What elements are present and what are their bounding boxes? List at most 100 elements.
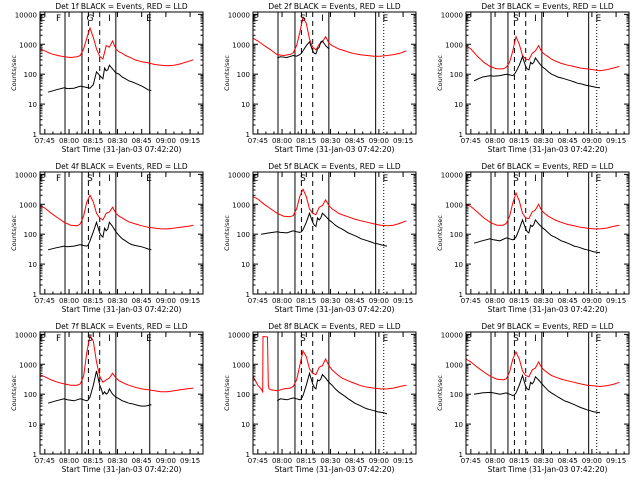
- x-tick-label: 07:45: [35, 137, 55, 145]
- panel-5: 1 10 100 1000 10000 07:45 08:00 08:15 08:30 08:45…: [223, 162, 417, 314]
- event-marker-label: E: [382, 174, 388, 184]
- x-tick-label: 09:15: [180, 137, 200, 145]
- event-marker-label: E: [466, 334, 472, 344]
- y-tick-label: 10: [241, 421, 250, 429]
- event-marker-label: E: [40, 174, 46, 184]
- y-tick-label: 1: [246, 131, 250, 139]
- x-axis-label: Start Time (31-Jan-03 07:42:20): [275, 145, 395, 154]
- event-marker-label: I: [321, 14, 324, 24]
- y-tick-label: 1: [33, 291, 37, 299]
- plot-frame: [465, 331, 630, 455]
- y-tick-label: 1000: [232, 361, 250, 369]
- event-marker-label: S: [87, 174, 93, 184]
- y-tick-label: 100: [450, 231, 463, 239]
- event-marker-label: F: [56, 14, 61, 24]
- y-tick-label: 1000: [19, 41, 37, 49]
- x-axis-label: Start Time (31-Jan-03 07:42:20): [62, 145, 182, 154]
- y-tick-label: 10000: [441, 171, 463, 179]
- event-marker-label: S: [513, 334, 519, 344]
- x-tick-label: 08:00: [485, 457, 505, 465]
- series-lld-line: [40, 194, 194, 230]
- panel-data: [253, 172, 407, 294]
- x-tick-label: 08:30: [107, 457, 127, 465]
- x-tick-label: 08:30: [320, 457, 340, 465]
- y-tick-label: 10: [28, 101, 37, 109]
- x-tick-label: 08:00: [272, 457, 292, 465]
- plot-frame: [252, 331, 417, 455]
- event-marker-label: S: [513, 174, 519, 184]
- x-tick-label: 09:15: [606, 137, 626, 145]
- x-tick-label: 09:15: [180, 297, 200, 305]
- x-tick-label: 08:15: [83, 297, 103, 305]
- x-tick-label: 08:45: [345, 137, 365, 145]
- panel-data: [40, 332, 194, 454]
- series-events-line: [47, 220, 152, 251]
- series-events-line: [47, 370, 152, 407]
- event-marker-label: E: [146, 334, 152, 344]
- x-axis-label: Start Time (31-Jan-03 07:42:20): [488, 145, 608, 154]
- x-tick-label: 09:00: [369, 297, 389, 305]
- series-events-line: [473, 218, 601, 254]
- x-tick-label: 09:00: [156, 457, 176, 465]
- y-tick-label: 10: [454, 261, 463, 269]
- plot-frame: [465, 11, 630, 135]
- y-tick-label: 10: [241, 101, 250, 109]
- event-marker-label: S: [300, 334, 306, 344]
- event-marker-label: I: [534, 174, 537, 184]
- event-marker-label: E: [253, 14, 259, 24]
- x-tick-label: 09:00: [156, 297, 176, 305]
- x-tick-label: 08:15: [509, 457, 529, 465]
- y-tick-label: 10000: [228, 331, 250, 339]
- x-tick-label: 07:45: [248, 297, 268, 305]
- y-tick-label: 100: [237, 231, 250, 239]
- panel-9: 1 10 100 1000 10000 07:45 08:00 08:15 08:30 08:45…: [436, 322, 630, 474]
- series-lld-line: [40, 334, 194, 393]
- x-axis-label: Start Time (31-Jan-03 07:42:20): [488, 305, 608, 314]
- panel-title: Det 4f BLACK = Events, RED = LLD: [55, 162, 188, 171]
- x-tick-label: 08:45: [132, 297, 152, 305]
- series-lld-line: [40, 26, 194, 67]
- panel-data: [253, 12, 407, 134]
- event-marker-label: E: [466, 14, 472, 24]
- series-events-line: [47, 64, 152, 93]
- panel-8: 1 10 100 1000 10000 07:45 08:00 08:15 08:30 08:45…: [223, 322, 417, 474]
- series-events-line: [474, 373, 601, 414]
- y-axis-label: Counts/sec: [223, 375, 231, 411]
- x-tick-label: 08:00: [485, 297, 505, 305]
- x-tick-label: 09:00: [369, 137, 389, 145]
- x-tick-label: 09:15: [393, 297, 413, 305]
- x-tick-label: 07:45: [248, 457, 268, 465]
- x-tick-label: 08:45: [558, 297, 578, 305]
- event-marker-label: S: [300, 14, 306, 24]
- x-tick-label: 08:00: [272, 297, 292, 305]
- event-marker-label: I: [108, 334, 111, 344]
- y-axis-label: Counts/sec: [436, 375, 444, 411]
- x-tick-label: 08:15: [509, 297, 529, 305]
- x-tick-label: 08:15: [509, 137, 529, 145]
- event-marker-label: E: [40, 14, 46, 24]
- y-axis-label: Counts/sec: [436, 55, 444, 91]
- event-marker-label: E: [382, 14, 388, 24]
- x-tick-label: 08:15: [83, 137, 103, 145]
- series-lld-line: [253, 335, 407, 394]
- event-marker-label: F: [56, 334, 61, 344]
- y-tick-label: 10: [454, 101, 463, 109]
- series-events-line: [276, 371, 388, 415]
- y-tick-label: 100: [24, 71, 37, 79]
- panel-3: 1 10 100 1000 10000 07:45 08:00 08:15 08:30 08:45…: [436, 2, 630, 154]
- x-tick-label: 08:45: [132, 137, 152, 145]
- series-lld-line: [253, 187, 407, 227]
- panel-title: Det 1f BLACK = Events, RED = LLD: [55, 2, 188, 11]
- event-marker-label: E: [146, 14, 152, 24]
- y-axis-label: Counts/sec: [10, 375, 18, 411]
- series-lld-line: [466, 191, 620, 230]
- x-tick-label: 08:00: [485, 137, 505, 145]
- panel-data: [253, 332, 407, 454]
- y-tick-label: 1000: [445, 361, 463, 369]
- panel-data: [40, 172, 194, 294]
- x-tick-label: 07:45: [35, 297, 55, 305]
- x-tick-label: 08:30: [320, 137, 340, 145]
- y-tick-label: 1: [459, 131, 463, 139]
- x-tick-label: 08:30: [107, 137, 127, 145]
